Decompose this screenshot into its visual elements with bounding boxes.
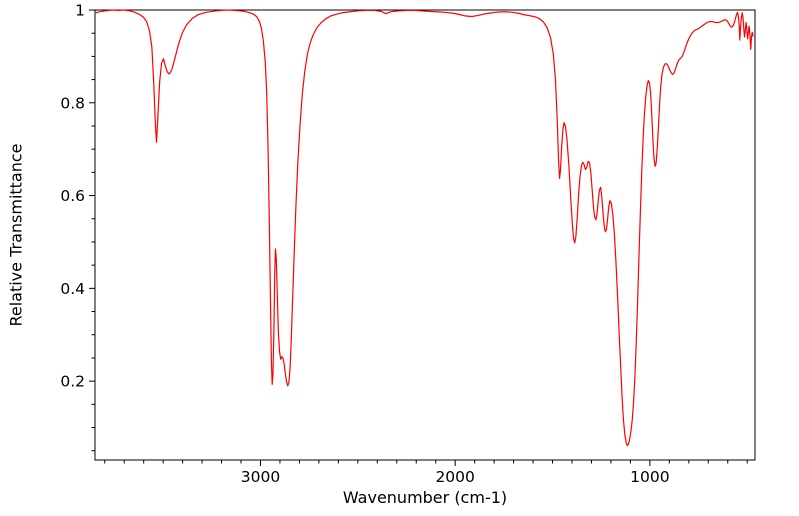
y-tick-label: 1 [75,2,85,20]
y-tick-label: 0.8 [60,94,85,112]
y-axis-major-ticks: 0.2 0.4 0.6 0.8 1 [60,2,95,391]
x-axis-minor-ticks [104,460,748,464]
x-tick-label: 2000 [435,468,474,486]
y-tick-label: 0.4 [60,280,85,298]
x-tick-label: 1000 [630,468,669,486]
y-tick-label: 0.2 [60,373,85,391]
y-axis-minor-ticks [91,32,95,452]
x-tick-label: 3000 [241,468,280,486]
spectrum-line [94,9,754,447]
x-axis-label: Wavenumber (cm-1) [342,488,508,507]
x-axis-major-ticks: 3000 2000 1000 [241,460,670,486]
y-axis-label: Relative Transmittance [6,143,26,327]
plot-frame [94,9,756,461]
y-tick-label: 0.6 [60,187,85,205]
